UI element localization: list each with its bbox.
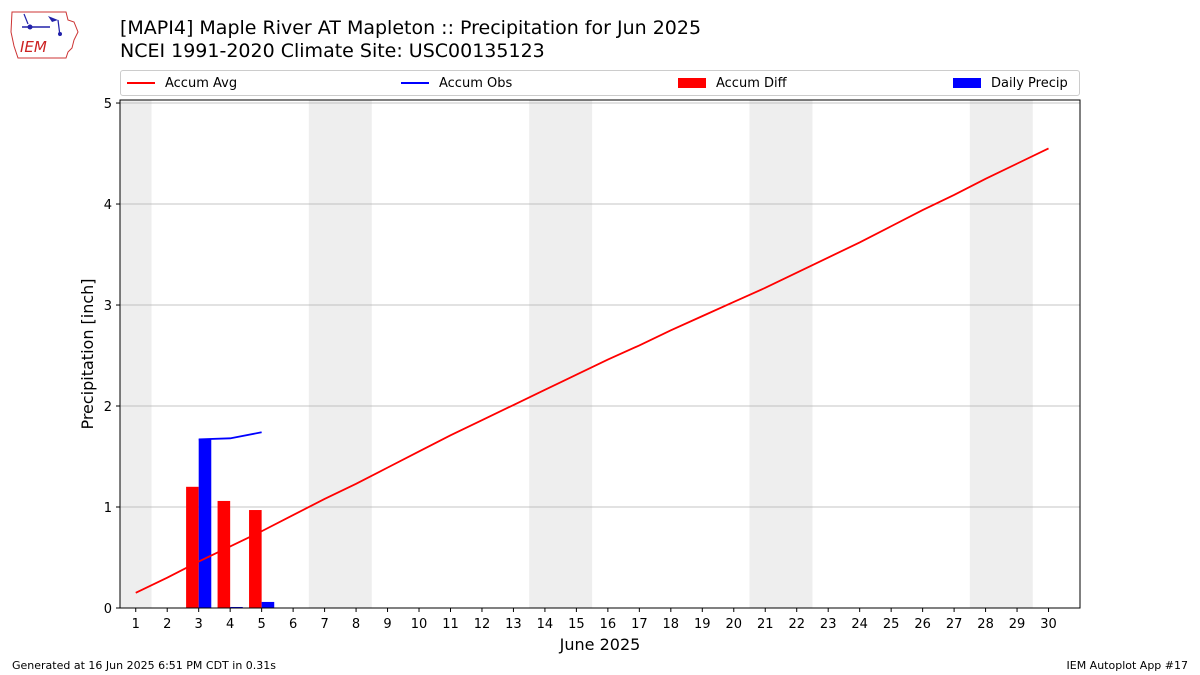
legend-item-daily-precip: Daily Precip	[953, 71, 1068, 95]
weekend-band-3	[749, 100, 813, 608]
xtick-label-28: 28	[977, 617, 994, 632]
weekend-band-1	[308, 100, 372, 608]
footer-generated: Generated at 16 Jun 2025 6:51 PM CDT in …	[12, 659, 277, 672]
legend-swatch-accum-avg	[127, 82, 155, 84]
iem-logo: IEM	[10, 11, 79, 59]
x-axis-label: June 2025	[559, 635, 641, 654]
xtick-label-18: 18	[663, 617, 680, 632]
xtick-label-15: 15	[568, 617, 585, 632]
xtick-label-23: 23	[820, 617, 837, 632]
xtick-label-7: 7	[320, 617, 328, 632]
bar-accum-diff-day-3	[186, 486, 199, 608]
legend-swatch-accum-obs	[401, 82, 429, 84]
chart-title: [MAPI4] Maple River AT Mapleton :: Preci…	[120, 17, 702, 39]
weekend-band-0	[120, 100, 152, 608]
ytick-label-2: 2	[104, 400, 112, 415]
footer-app-id: IEM Autoplot App #17	[1066, 659, 1189, 672]
bar-daily-precip-day-4	[230, 606, 243, 608]
xtick-label-25: 25	[883, 617, 900, 632]
bar-daily-precip-day-3	[198, 439, 212, 608]
xtick-label-1: 1	[132, 617, 140, 632]
xtick-label-21: 21	[757, 617, 774, 632]
legend-label-accum-avg: Accum Avg	[165, 75, 238, 91]
chart-subtitle: NCEI 1991-2020 Climate Site: USC00135123	[120, 40, 545, 62]
ytick-label-4: 4	[104, 198, 112, 213]
xtick-label-2: 2	[163, 617, 171, 632]
ytick-label-0: 0	[104, 602, 112, 617]
xtick-label-8: 8	[352, 617, 360, 632]
xtick-label-27: 27	[946, 617, 963, 632]
xtick-label-11: 11	[442, 617, 459, 632]
xtick-label-22: 22	[788, 617, 805, 632]
legend-swatch-daily-precip	[953, 78, 981, 88]
xtick-label-4: 4	[226, 617, 234, 632]
xtick-label-14: 14	[537, 617, 554, 632]
logo-text: IEM	[20, 38, 47, 56]
xtick-label-3: 3	[195, 617, 203, 632]
bar-accum-diff-day-5	[249, 510, 262, 608]
y-axis-label: Precipitation [inch]	[78, 278, 97, 429]
xtick-label-13: 13	[505, 617, 522, 632]
xtick-label-9: 9	[383, 617, 391, 632]
xtick-label-26: 26	[914, 617, 931, 632]
weekend-band-2	[529, 100, 593, 608]
legend-item-accum-obs: Accum Obs	[401, 71, 512, 95]
ytick-label-1: 1	[104, 501, 112, 516]
legend-label-accum-obs: Accum Obs	[439, 75, 513, 91]
xtick-label-30: 30	[1040, 617, 1057, 632]
legend-label-daily-precip: Daily Precip	[991, 75, 1068, 91]
xtick-label-19: 19	[694, 617, 711, 632]
xtick-label-12: 12	[474, 617, 491, 632]
xtick-label-17: 17	[631, 617, 648, 632]
plot-frame	[119, 99, 1081, 609]
ytick-label-5: 5	[104, 97, 112, 112]
line-accum-avg	[135, 147, 1049, 594]
xtick-label-6: 6	[289, 617, 297, 632]
legend-item-accum-diff: Accum Diff	[678, 71, 787, 95]
xtick-label-24: 24	[851, 617, 868, 632]
xtick-label-5: 5	[257, 617, 265, 632]
legend-swatch-accum-diff	[678, 78, 706, 88]
xtick-label-29: 29	[1009, 617, 1026, 632]
ytick-label-3: 3	[104, 299, 112, 314]
xtick-label-10: 10	[411, 617, 428, 632]
weekend-band-4	[969, 100, 1033, 608]
xtick-label-20: 20	[725, 617, 742, 632]
xtick-label-16: 16	[600, 617, 617, 632]
legend-item-accum-avg: Accum Avg	[127, 71, 237, 95]
legend: Accum Avg Accum Obs Accum Diff Daily Pre…	[120, 70, 1080, 96]
legend-label-accum-diff: Accum Diff	[716, 75, 787, 91]
line-accum-obs	[198, 431, 262, 441]
bar-daily-precip-day-5	[261, 601, 275, 608]
bar-accum-diff-day-4	[217, 500, 231, 608]
